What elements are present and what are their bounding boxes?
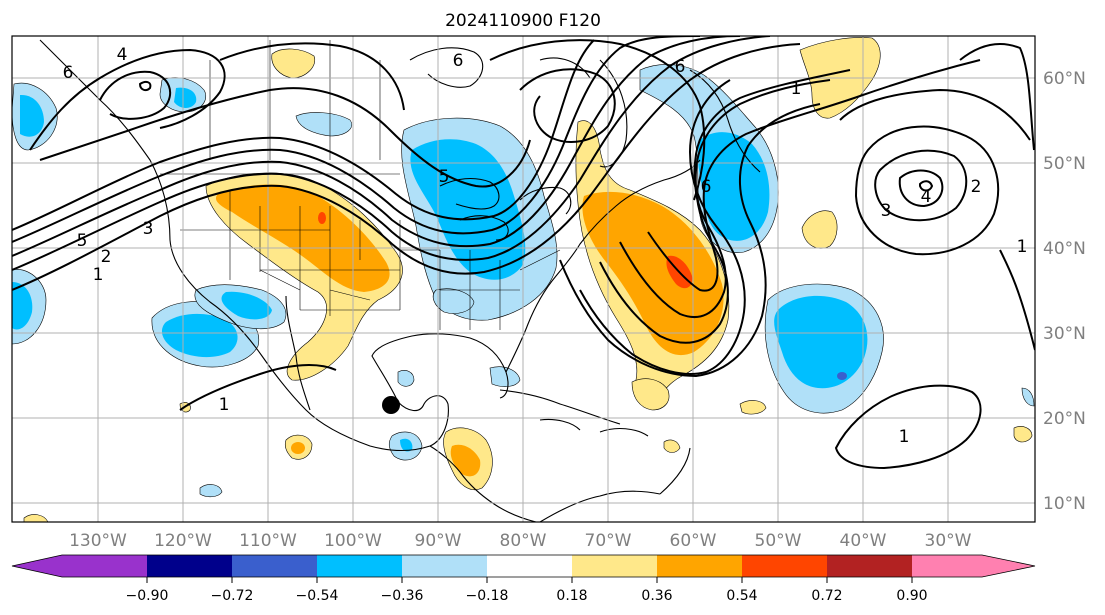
colorbar-segment (487, 555, 572, 577)
colorbar-label: 0.72 (811, 588, 842, 604)
contour-label: 3 (881, 201, 892, 221)
contour-label: 3 (143, 219, 154, 239)
colorbar-segment (657, 555, 742, 577)
storm-position-marker (382, 396, 400, 414)
colorbar-segment (147, 555, 232, 577)
map-plot-area: 6 4 6 6 5 3 5 1 2 2 3 4 1 1 1 1 6 (12, 36, 1035, 522)
colorbar-label: −0.36 (381, 588, 424, 604)
colorbar-label: 0.54 (726, 588, 757, 604)
lat-label: 60°N (1043, 69, 1086, 89)
colorbar-segment (402, 555, 487, 577)
contour-label: 1 (93, 265, 104, 285)
contour-label: 6 (453, 51, 464, 71)
colorbar-label: −0.54 (296, 588, 339, 604)
contour-label: 5 (439, 167, 450, 187)
colorbar-extend-low (12, 555, 62, 577)
contour-label: 4 (921, 187, 932, 207)
lon-label: 50°W (755, 531, 802, 551)
colorbar-label: 0.90 (896, 588, 927, 604)
lat-label: 50°N (1043, 154, 1086, 174)
colorbar-label: −0.72 (211, 588, 254, 604)
contour-label: 6 (63, 63, 74, 83)
contour-label: 5 (77, 231, 88, 251)
lat-label: 40°N (1043, 239, 1086, 259)
contour-label: 1 (1017, 237, 1028, 257)
colorbar-label: −0.90 (126, 588, 169, 604)
contour-label: 2 (971, 177, 982, 197)
lon-label: 110°W (239, 531, 297, 551)
lon-label: 60°W (670, 531, 717, 551)
colorbar-label: 0.18 (556, 588, 587, 604)
colorbar-segment (572, 555, 657, 577)
lon-label: 40°W (840, 531, 887, 551)
contour-label: 6 (701, 177, 712, 197)
contour-label: 1 (219, 395, 230, 415)
lon-label: 120°W (154, 531, 212, 551)
longitude-labels: 130°W 120°W 110°W 100°W 90°W 80°W 70°W 6… (69, 531, 972, 551)
graticule (12, 36, 1035, 522)
colorbar-label: −0.18 (466, 588, 509, 604)
colorbar-segment (62, 555, 147, 577)
lon-label: 30°W (925, 531, 972, 551)
contour-label: 2 (101, 247, 112, 267)
colorbar-outline (11, 554, 1036, 578)
colorbar: −0.90 −0.72 −0.54 −0.36 −0.18 0.18 0.36 … (11, 554, 1036, 604)
contour-labels: 6 4 6 6 5 3 5 1 2 2 3 4 1 1 1 1 6 (63, 45, 1028, 447)
lon-label: 70°W (585, 531, 632, 551)
contour-label: 4 (117, 45, 128, 65)
colorbar-segment (912, 555, 982, 577)
latitude-labels: 60°N 50°N 40°N 30°N 20°N 10°N (1043, 69, 1086, 514)
colorbar-segment (827, 555, 912, 577)
lat-label: 30°N (1043, 324, 1086, 344)
lat-label: 20°N (1043, 409, 1086, 429)
colorbar-label: 0.36 (641, 588, 672, 604)
colorbar-segment (232, 555, 317, 577)
contour-label: 1 (791, 79, 802, 99)
lon-label: 100°W (324, 531, 382, 551)
lon-label: 90°W (415, 531, 462, 551)
lon-label: 130°W (69, 531, 127, 551)
colorbar-segment (742, 555, 827, 577)
contour-label: 6 (675, 57, 686, 77)
lat-label: 10°N (1043, 494, 1086, 514)
contour-lines (12, 36, 1035, 470)
map-title: 2024110900 F120 (445, 11, 601, 31)
contour-label: 1 (899, 427, 910, 447)
coastlines (39, 39, 761, 522)
colorbar-segment (317, 555, 402, 577)
lon-label: 80°W (500, 531, 547, 551)
colorbar-extend-high (982, 555, 1035, 577)
map-frame (11, 35, 1036, 523)
